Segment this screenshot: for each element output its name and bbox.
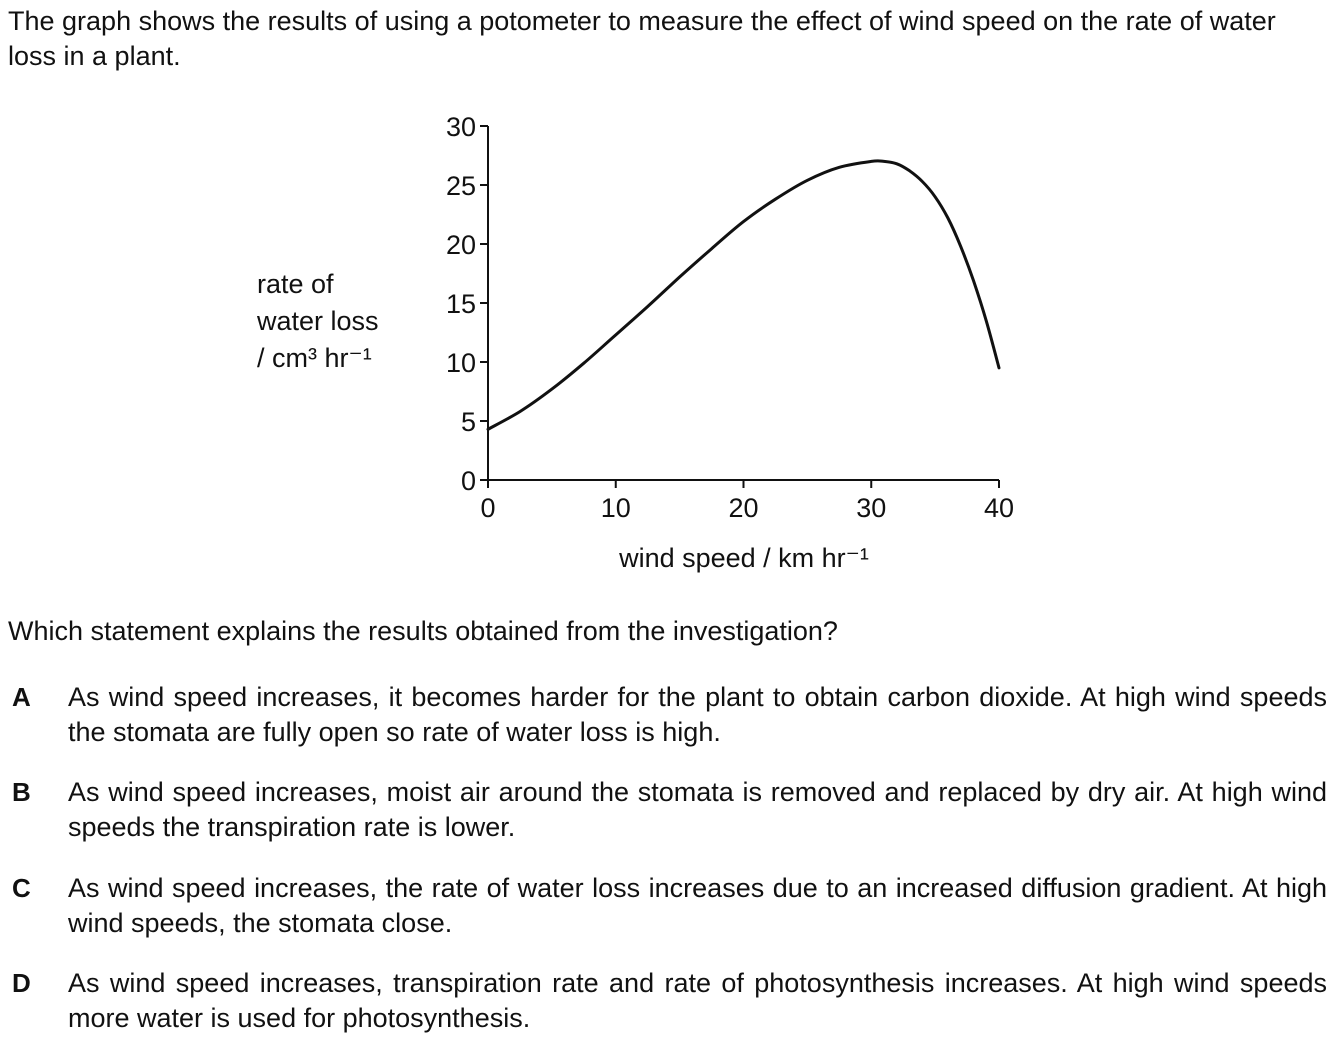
x-tick-label: 0 (480, 493, 495, 523)
option-text: As wind speed increases, transpiration r… (68, 968, 1327, 1033)
y-tick-label: 0 (461, 466, 476, 496)
question-text: Which statement explains the results obt… (8, 616, 838, 646)
y-tick-label: 15 (446, 289, 476, 319)
intro-text: The graph shows the results of using a p… (8, 6, 1276, 71)
y-axis-label: rate of water loss / cm³ hr⁻¹ (256, 269, 379, 373)
option-letter: B (12, 777, 31, 807)
y-tick-label: 10 (446, 348, 476, 378)
x-ticks: 0 10 20 30 40 (480, 480, 1014, 523)
series-line (486, 159, 1001, 431)
x-axis-label: wind speed / km hr⁻¹ (618, 543, 869, 573)
y-axis-label-line-3: / cm³ hr⁻¹ (257, 343, 372, 373)
option-letter: C (12, 873, 31, 903)
y-tick-label: 20 (446, 230, 476, 260)
x-tick-label: 40 (984, 493, 1014, 523)
axes (487, 126, 999, 481)
x-tick-label: 10 (601, 493, 631, 523)
y-tick-label: 25 (446, 171, 476, 201)
x-tick-label: 30 (856, 493, 886, 523)
option-text: As wind speed increases, it becomes hard… (68, 682, 1327, 747)
option-text: As wind speed increases, moist air aroun… (68, 777, 1327, 842)
y-tick-label: 30 (446, 112, 476, 142)
y-tick-label: 5 (461, 407, 476, 437)
x-tick-label: 20 (728, 493, 758, 523)
y-ticks: 0 5 10 15 20 25 30 (446, 112, 488, 496)
y-axis-label-line-2: water loss (256, 306, 379, 336)
option-letter: D (12, 968, 31, 998)
water-loss-chart: rate of water loss / cm³ hr⁻¹ 0 5 10 15 20 25… (256, 112, 1014, 573)
option-letter: A (12, 682, 31, 712)
option-text: As wind speed increases, the rate of wat… (68, 873, 1327, 938)
y-axis-label-line-1: rate of (257, 269, 334, 299)
